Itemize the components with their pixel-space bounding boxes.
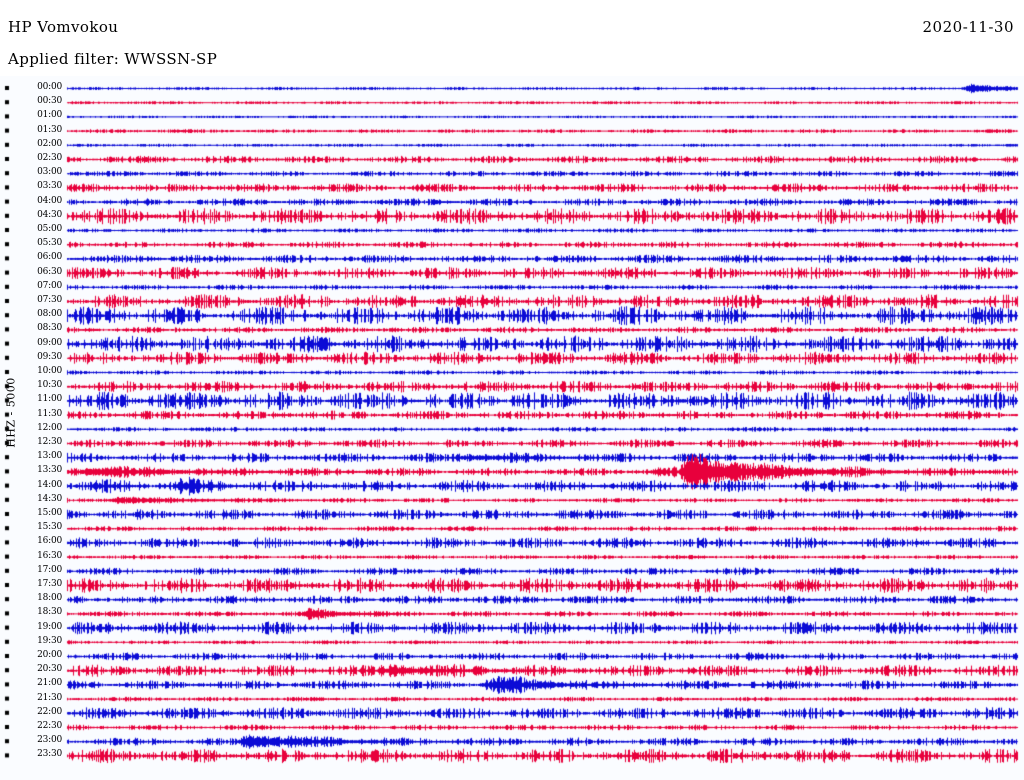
time-tick-label: 07:00 <box>37 280 62 291</box>
time-tick-label: 20:30 <box>37 664 62 675</box>
time-tick-label: 08:00 <box>37 309 62 320</box>
time-tick-label: 03:30 <box>37 181 62 192</box>
time-tick-label: 17:30 <box>37 579 62 589</box>
time-tick-label: 21:30 <box>37 692 62 703</box>
time-tick-label: 18:30 <box>37 607 62 618</box>
time-tick-label: 09:30 <box>37 351 62 362</box>
time-tick-label: 09:00 <box>37 337 62 348</box>
time-tick-label: 13:30 <box>37 465 62 476</box>
time-tick-label: 23:00 <box>37 735 62 746</box>
time-tick-label: 22:00 <box>37 706 62 717</box>
time-tick-label: 19:00 <box>37 621 62 632</box>
time-tick-label: 07:30 <box>37 295 62 305</box>
time-tick-label: 16:30 <box>37 550 62 561</box>
time-tick-label: 05:30 <box>37 238 62 249</box>
time-tick-label: 12:00 <box>37 422 62 433</box>
seismogram-canvas <box>0 76 1024 780</box>
page-header: HP Vomvokou 2020-11-30 Applied filter: W… <box>0 0 1024 76</box>
time-tick-label: 15:30 <box>37 522 62 533</box>
time-axis: 00:00 00:30 01:00 01:30 02:00 02:30 03:00 03:30… <box>0 76 62 780</box>
time-tick-label: 00:00 <box>37 82 62 92</box>
time-tick-label: 17:00 <box>37 564 62 575</box>
time-tick-label: 01:00 <box>37 110 62 121</box>
time-tick-label: 14:00 <box>37 479 62 490</box>
time-tick-label: 04:30 <box>37 209 62 220</box>
time-tick-label: 11:00 <box>37 394 62 405</box>
time-tick-label: 02:00 <box>37 138 62 149</box>
date-label: 2020-11-30 <box>922 18 1014 36</box>
time-tick-label: 05:00 <box>37 224 62 234</box>
time-tick-label: 22:30 <box>37 721 62 731</box>
y-axis-label: HHZ - 5000 <box>4 377 18 448</box>
time-tick-label: 00:30 <box>37 96 62 107</box>
time-tick-label: 04:00 <box>37 195 62 206</box>
time-tick-label: 06:00 <box>37 252 62 263</box>
station-title: HP Vomvokou <box>8 18 119 36</box>
time-tick-label: 10:30 <box>37 380 62 391</box>
time-tick-label: 02:30 <box>37 153 62 163</box>
applied-filter-label: Applied filter: WWSSN-SP <box>8 50 218 68</box>
time-tick-label: 18:00 <box>37 593 62 604</box>
time-tick-label: 06:30 <box>37 266 62 277</box>
time-tick-label: 12:30 <box>37 437 62 447</box>
time-tick-label: 10:00 <box>37 366 62 376</box>
time-tick-label: 16:00 <box>37 536 62 547</box>
time-tick-label: 08:30 <box>37 323 62 334</box>
time-tick-label: 20:00 <box>37 650 62 660</box>
time-tick-label: 15:00 <box>37 508 62 518</box>
time-tick-label: 01:30 <box>37 124 62 135</box>
time-tick-label: 14:30 <box>37 493 62 504</box>
time-tick-label: 13:00 <box>37 451 62 462</box>
time-tick-label: 23:30 <box>37 749 62 760</box>
time-tick-label: 19:30 <box>37 635 62 646</box>
time-tick-label: 11:30 <box>37 408 62 419</box>
seismogram-plot-area: 00:00 00:30 01:00 01:30 02:00 02:30 03:00 03:30… <box>0 76 1024 780</box>
time-tick-label: 21:00 <box>37 678 62 689</box>
time-tick-label: 03:00 <box>37 167 62 178</box>
